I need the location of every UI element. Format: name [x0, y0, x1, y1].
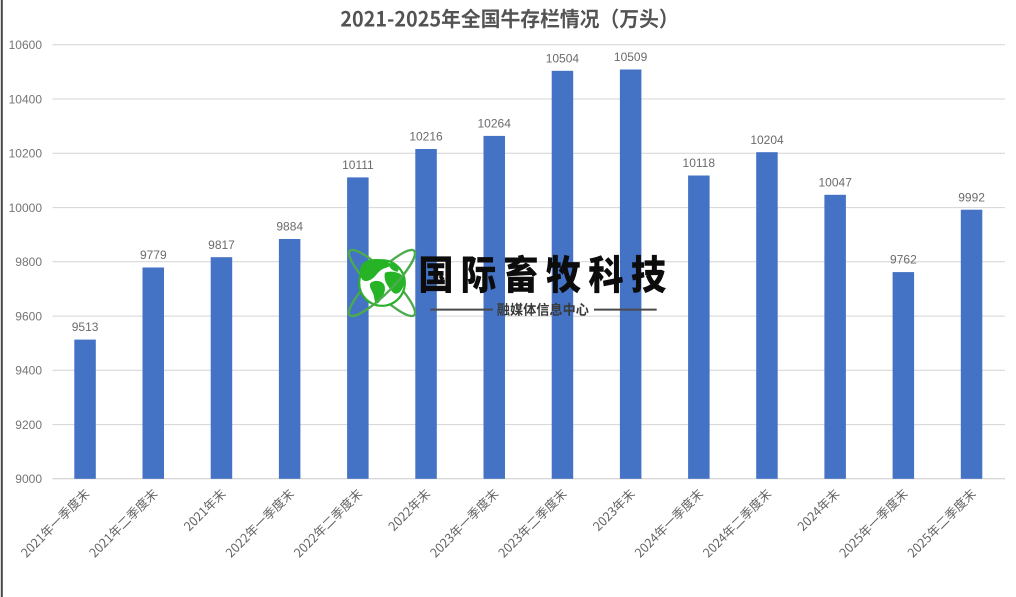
svg-text:9000: 9000	[15, 472, 42, 486]
svg-text:10200: 10200	[9, 147, 43, 161]
svg-text:9779: 9779	[140, 248, 167, 262]
svg-text:9992: 9992	[958, 190, 985, 204]
svg-text:9817: 9817	[208, 238, 235, 252]
svg-text:9884: 9884	[276, 220, 303, 234]
svg-text:10400: 10400	[9, 92, 43, 106]
svg-text:10509: 10509	[614, 50, 648, 64]
svg-text:10204: 10204	[750, 133, 784, 147]
svg-text:10111: 10111	[342, 158, 374, 172]
svg-text:9600: 9600	[15, 309, 42, 323]
svg-text:9400: 9400	[15, 364, 42, 378]
svg-text:10118: 10118	[683, 156, 716, 170]
svg-text:10047: 10047	[819, 175, 853, 189]
svg-text:10000: 10000	[9, 201, 43, 215]
svg-text:9513: 9513	[72, 320, 99, 334]
svg-text:10216: 10216	[409, 130, 443, 144]
svg-text:9200: 9200	[15, 418, 42, 432]
svg-text:10600: 10600	[9, 38, 43, 52]
svg-text:9762: 9762	[890, 253, 917, 267]
svg-text:10504: 10504	[546, 51, 580, 65]
svg-text:10264: 10264	[478, 117, 512, 131]
svg-text:9800: 9800	[15, 255, 42, 269]
